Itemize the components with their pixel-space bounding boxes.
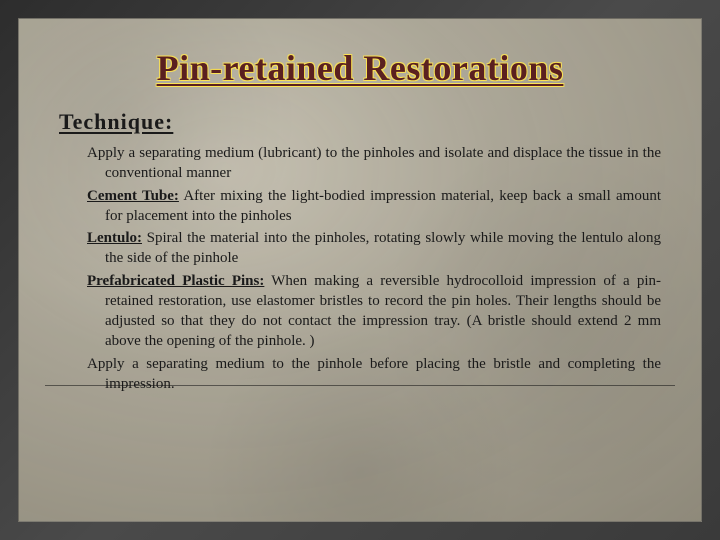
slide-frame: Pin-retained Restorations Technique: App… xyxy=(0,0,720,540)
paragraph-intro: Apply a separating medium (lubricant) to… xyxy=(87,143,661,184)
label-lentulo: Lentulo: xyxy=(87,230,142,246)
paragraph-plastic-pins: Prefabricated Plastic Pins: When making … xyxy=(87,271,661,352)
horizontal-rule xyxy=(45,385,675,386)
slide-parchment: Pin-retained Restorations Technique: App… xyxy=(18,18,702,522)
body-text: Apply a separating medium (lubricant) to… xyxy=(59,143,661,394)
slide-title: Pin-retained Restorations xyxy=(59,47,661,89)
text-lentulo: Spiral the material into the pinholes, r… xyxy=(105,230,661,266)
label-cement-tube: Cement Tube: xyxy=(87,188,179,204)
paragraph-cement-tube: Cement Tube: After mixing the light-bodi… xyxy=(87,186,661,227)
label-plastic-pins: Prefabricated Plastic Pins: xyxy=(87,273,264,289)
paragraph-lentulo: Lentulo: Spiral the material into the pi… xyxy=(87,228,661,269)
paragraph-closing: Apply a separating medium to the pinhole… xyxy=(87,354,661,395)
technique-heading: Technique: xyxy=(59,109,661,135)
text-cement-tube: After mixing the light-bodied impression… xyxy=(105,188,661,224)
